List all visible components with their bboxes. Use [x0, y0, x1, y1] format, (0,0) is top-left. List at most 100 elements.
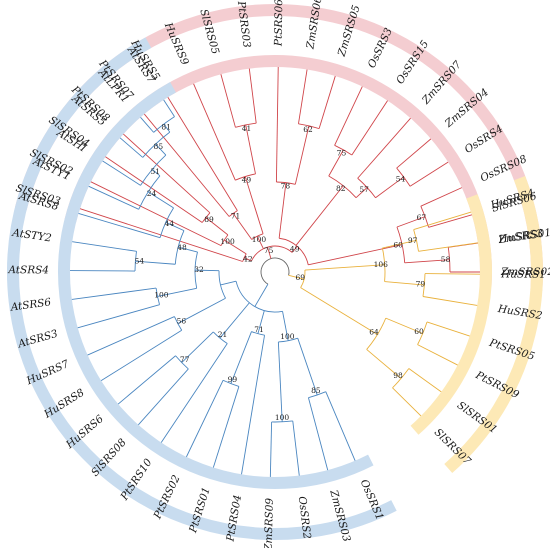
- branch-line: [138, 368, 189, 426]
- branch-line: [357, 117, 411, 179]
- bootstrap-value: 64: [369, 327, 379, 336]
- leaf-label: OsSRS2: [296, 496, 313, 540]
- bootstrap-value: 42: [243, 254, 253, 263]
- branch-line: [77, 304, 160, 329]
- bootstrap-value: 75: [264, 246, 274, 255]
- branch-line: [422, 296, 478, 306]
- branch-line: [123, 133, 211, 214]
- branch-line: [88, 185, 139, 210]
- branch-arc: [279, 237, 309, 265]
- leaf-label: AtSRS4: [7, 264, 49, 276]
- branch-arc: [278, 337, 298, 343]
- leaf-label: ZmSRS03: [327, 488, 353, 543]
- branch-line: [426, 321, 470, 337]
- branch-line: [241, 335, 265, 475]
- branch-line: [409, 161, 449, 187]
- branch-line: [404, 259, 450, 264]
- branch-line: [291, 246, 298, 253]
- bootstrap-value: 41: [242, 124, 252, 133]
- branch-line: [385, 317, 423, 334]
- bootstrap-value: 71: [231, 212, 241, 221]
- branch-line: [300, 287, 378, 335]
- branch-line: [245, 124, 256, 175]
- branch-line: [282, 311, 289, 341]
- branch-line: [72, 241, 137, 252]
- bootstrap-value: 69: [295, 273, 305, 282]
- branch-arc: [300, 269, 306, 288]
- bootstrap-value: 54: [135, 256, 145, 265]
- branch-line: [256, 235, 264, 249]
- branch-line: [117, 355, 176, 405]
- bootstrap-value: 54: [396, 174, 406, 183]
- branch-line: [278, 182, 287, 239]
- bootstrap-value: 62: [303, 125, 313, 134]
- branch-line: [304, 264, 385, 271]
- bootstrap-value: 100: [275, 413, 290, 422]
- branch-line: [105, 156, 203, 223]
- branch-line: [181, 331, 214, 363]
- branch-arc: [251, 233, 264, 240]
- bootstrap-value: 79: [416, 280, 426, 289]
- branch-line: [163, 99, 175, 117]
- branch-arc: [328, 175, 357, 198]
- bootstrap-value: 85: [154, 142, 164, 151]
- bootstrap-value: 81: [161, 122, 171, 131]
- branch-line: [267, 246, 272, 259]
- branch-line: [119, 137, 144, 158]
- bootstrap-value: 99: [228, 375, 238, 384]
- tree-branches: [70, 67, 480, 477]
- branch-line: [248, 68, 257, 124]
- branch-line: [167, 96, 238, 211]
- branch-line: [366, 349, 402, 379]
- branch-line: [424, 273, 480, 275]
- branch-line: [254, 283, 269, 307]
- branch-line: [384, 281, 425, 286]
- leaf-label: ZmSRS09: [263, 497, 276, 548]
- branch-line: [298, 69, 308, 124]
- branch-line: [417, 344, 458, 366]
- branch-arc: [218, 270, 226, 299]
- branch-line: [269, 421, 273, 477]
- bootstrap-value: 58: [441, 255, 451, 264]
- bootstrap-value: 75: [337, 148, 347, 157]
- branch-line: [420, 187, 463, 207]
- branch-line: [100, 329, 182, 382]
- bootstrap-value: 49: [242, 175, 252, 184]
- branch-line: [275, 67, 279, 183]
- branch-line: [157, 287, 197, 297]
- branch-arc: [260, 257, 290, 285]
- bootstrap-value: 71: [254, 325, 264, 334]
- branch-line: [79, 208, 243, 262]
- bootstrap-value: 21: [218, 330, 228, 339]
- branch-line: [418, 242, 478, 252]
- bootstrap-value: 57: [359, 185, 369, 194]
- bootstrap-value: 56: [177, 317, 187, 326]
- bootstrap-value: 89: [204, 215, 214, 224]
- leaf-label: ZmSRS02: [500, 266, 550, 278]
- branch-line: [244, 257, 252, 262]
- bootstrap-value: 49: [290, 244, 300, 253]
- branch-arc: [366, 317, 387, 350]
- bootstrap-value: 100: [154, 291, 169, 300]
- branch-line: [396, 138, 432, 169]
- branch-line: [178, 246, 198, 253]
- branch-line: [151, 169, 161, 177]
- bootstrap-value: 100: [280, 332, 295, 341]
- branch-line: [232, 213, 253, 240]
- branch-line: [396, 216, 426, 228]
- bootstrap-value: 44: [165, 219, 175, 228]
- bootstrap-value: 98: [393, 371, 403, 380]
- bootstrap-value: 67: [417, 213, 427, 222]
- branch-line: [428, 214, 472, 228]
- branch-line: [328, 149, 344, 177]
- branch-line: [220, 280, 237, 286]
- bootstrap-value: 106: [374, 260, 389, 269]
- branch-line: [78, 213, 161, 239]
- bootstrap-value: 85: [311, 386, 321, 395]
- branch-line: [408, 368, 442, 393]
- branch-line: [230, 331, 252, 384]
- bootstrap-value: 97: [408, 236, 418, 245]
- branch-line: [318, 75, 336, 129]
- bootstrap-value: 51: [151, 167, 161, 176]
